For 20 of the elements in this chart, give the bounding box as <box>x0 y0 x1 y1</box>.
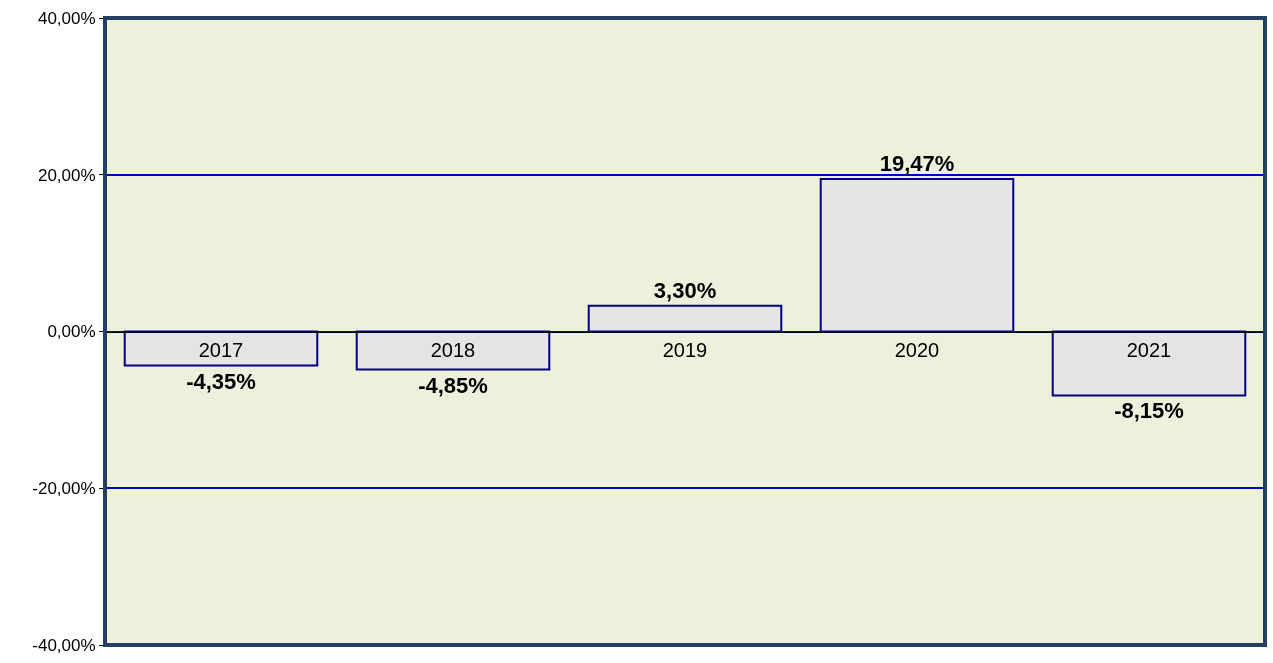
y-tick-label: 0,00% <box>47 322 96 342</box>
x-tick-label: 2021 <box>1126 338 1172 361</box>
y-tick-label: 40,00% <box>37 8 96 28</box>
data-label: 3,30% <box>653 277 717 303</box>
bar <box>587 304 783 333</box>
bar <box>819 177 1015 333</box>
data-label: -8,15% <box>1114 398 1184 424</box>
x-tick-label: 2018 <box>430 338 476 361</box>
data-label: -4,85% <box>418 372 488 398</box>
y-tick-label: -20,00% <box>32 479 96 499</box>
data-label: -4,35% <box>186 368 256 394</box>
data-label: 19,47% <box>879 150 955 176</box>
x-tick-label: 2020 <box>894 338 940 361</box>
x-tick-label: 2019 <box>662 338 708 361</box>
y-tick-label: 20,00% <box>37 165 96 185</box>
bar <box>1051 330 1247 397</box>
bar <box>123 330 319 367</box>
y-tick-label: -40,00% <box>32 635 96 655</box>
x-tick-label: 2017 <box>198 338 244 361</box>
bar <box>355 330 551 371</box>
